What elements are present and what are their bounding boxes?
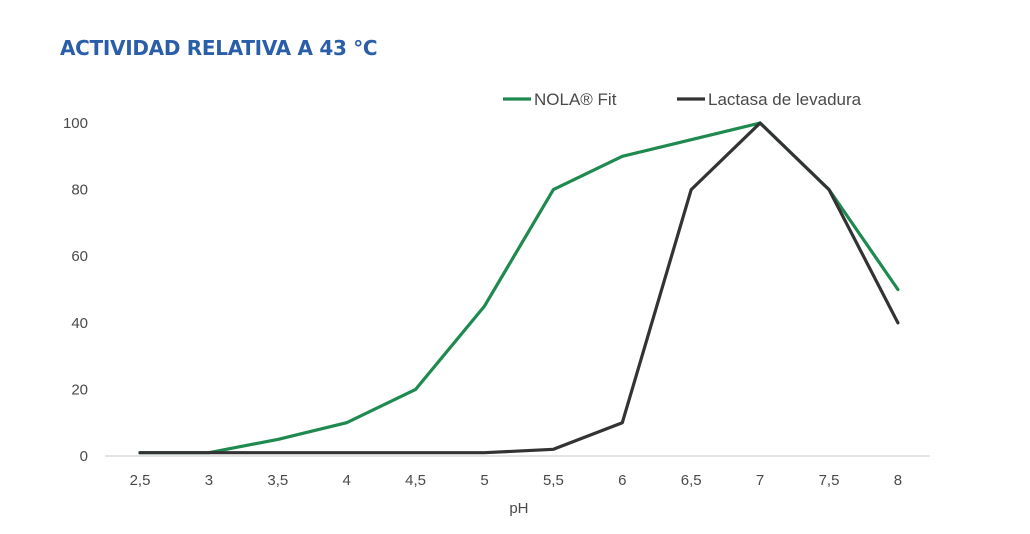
y-tick-label: 80 <box>71 182 88 199</box>
x-tick-label: 6,5 <box>681 472 702 489</box>
x-tick-label: 7 <box>756 472 764 489</box>
x-tick-label: 6 <box>618 472 626 489</box>
y-tick-label: 0 <box>80 448 88 465</box>
y-axis-ticks: 0 20 40 60 80 100 <box>63 115 88 465</box>
x-axis-ticks: 2,5 3 3,5 4 4,5 5 5,5 6 6,5 7 7,5 8 <box>130 472 903 489</box>
y-tick-label: 60 <box>71 248 88 265</box>
legend-label-1: NOLA® Fit <box>534 90 617 109</box>
y-tick-label: 40 <box>71 315 88 332</box>
x-tick-label: 8 <box>894 472 902 489</box>
series-line-2 <box>138 121 900 455</box>
x-tick-label: 7,5 <box>819 472 840 489</box>
x-tick-label: 4 <box>343 472 351 489</box>
y-tick-label: 20 <box>71 381 88 398</box>
x-tick-label: 5,5 <box>543 472 564 489</box>
x-tick-label: 2,5 <box>130 472 151 489</box>
chart-title: ACTIVIDAD RELATIVA A 43 °C <box>60 36 378 60</box>
legend: NOLA® Fit Lactasa de levadura <box>503 90 862 109</box>
legend-label-2: Lactasa de levadura <box>708 90 862 109</box>
x-axis-title: pH <box>509 500 528 517</box>
x-tick-label: 3,5 <box>267 472 288 489</box>
series-lines <box>138 121 900 455</box>
y-tick-label: 100 <box>63 115 88 132</box>
x-tick-label: 3 <box>205 472 213 489</box>
series-line-1 <box>138 121 900 455</box>
x-tick-label: 5 <box>480 472 488 489</box>
x-tick-label: 4,5 <box>405 472 426 489</box>
